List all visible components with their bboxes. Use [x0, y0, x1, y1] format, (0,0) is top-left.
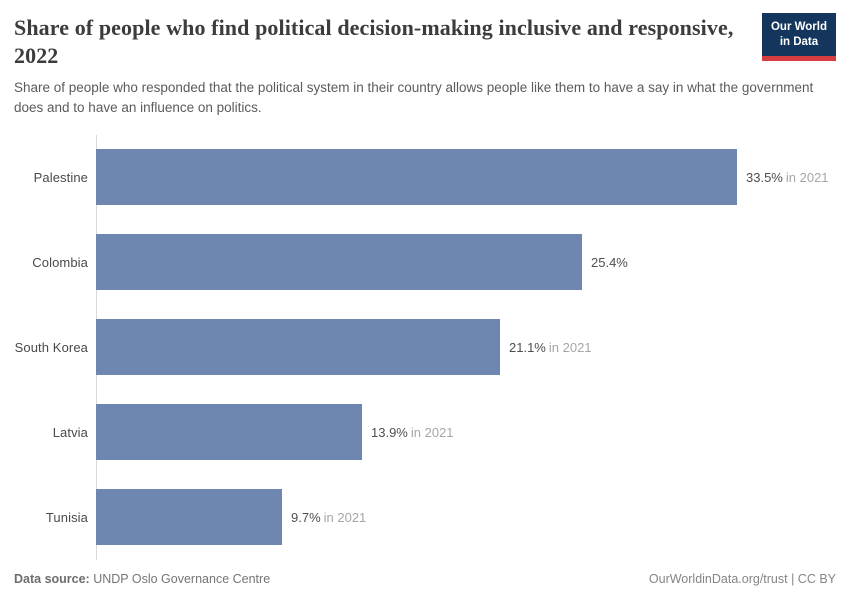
- owid-logo-line1: Our World: [770, 21, 827, 33]
- category-label: Latvia: [52, 424, 88, 440]
- bar[interactable]: [96, 149, 737, 205]
- year-note: in 2021: [785, 169, 829, 185]
- bar-track: 9.7% in 2021: [96, 489, 850, 545]
- bar-row: Latvia 13.9% in 2021: [0, 390, 850, 475]
- category-label: Tunisia: [45, 509, 88, 525]
- value-number: 21.1%: [509, 339, 546, 355]
- chart-subtitle: Share of people who responded that the p…: [14, 80, 814, 116]
- bar-rows: Palestine 33.5% in 2021 Colombia 25.4% So…: [0, 135, 850, 560]
- bar[interactable]: [96, 404, 362, 460]
- bar[interactable]: [96, 489, 282, 545]
- value-number: 9.7%: [291, 509, 321, 525]
- chart-header: Share of people who find political decis…: [0, 0, 850, 119]
- bar-row: Colombia 25.4%: [0, 220, 850, 305]
- value-label: 25.4%: [591, 255, 631, 270]
- bar[interactable]: [96, 319, 500, 375]
- owid-logo[interactable]: Our World in Data: [761, 13, 836, 61]
- category-label: Colombia: [32, 254, 88, 270]
- value-label: 33.5% in 2021: [746, 170, 829, 185]
- year-note: in 2021: [410, 424, 454, 440]
- category-label: Palestine: [33, 169, 88, 185]
- category-label: South Korea: [14, 339, 88, 355]
- value-label: 9.7% in 2021: [291, 510, 366, 525]
- value-label: 13.9% in 2021: [371, 425, 454, 440]
- data-source-value: UNDP Oslo Governance Centre: [93, 572, 271, 586]
- chart-footer: Data source: UNDP Oslo Governance Centre…: [14, 572, 836, 586]
- value-number: 25.4%: [591, 254, 628, 270]
- value-number: 13.9%: [371, 424, 408, 440]
- chart-title: Share of people who find political decis…: [14, 15, 734, 68]
- owid-logo-line2: in Data: [779, 35, 819, 48]
- bar-track: 25.4%: [96, 234, 850, 290]
- bar-track: 21.1% in 2021: [96, 319, 850, 375]
- bar-track: 33.5% in 2021: [96, 149, 850, 205]
- data-source-label: Data source:: [14, 572, 90, 586]
- bar-track: 13.9% in 2021: [96, 404, 850, 460]
- bar-chart: Palestine 33.5% in 2021 Colombia 25.4% So…: [0, 134, 850, 560]
- year-note: in 2021: [323, 509, 367, 525]
- bar[interactable]: [96, 234, 582, 290]
- attribution-link[interactable]: OurWorldinData.org/trust | CC BY: [648, 572, 836, 586]
- bar-row: Palestine 33.5% in 2021: [0, 135, 850, 220]
- bar-row: South Korea 21.1% in 2021: [0, 305, 850, 390]
- value-label: 21.1% in 2021: [509, 340, 592, 355]
- data-source: Data source: UNDP Oslo Governance Centre: [14, 572, 270, 586]
- year-note: in 2021: [548, 339, 592, 355]
- bar-row: Tunisia 9.7% in 2021: [0, 475, 850, 560]
- value-number: 33.5%: [746, 169, 783, 185]
